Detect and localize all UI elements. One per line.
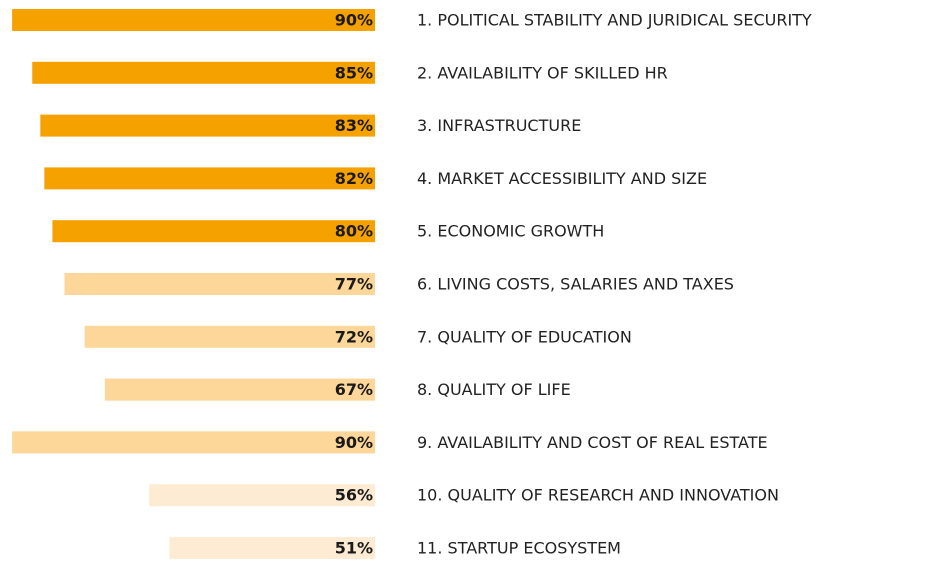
category-label: 2. AVAILABILITY OF SKILLED HR [417,63,668,82]
category-label: 4. MARKET ACCESSIBILITY AND SIZE [417,169,707,188]
category-label: 8. QUALITY OF LIFE [417,380,571,399]
bar [40,114,376,137]
value-label: 77% [335,275,373,294]
category-label: 9. AVAILABILITY AND COST OF REAL ESTATE [417,433,768,452]
bar [52,220,376,243]
bar [169,537,375,559]
bar [12,431,376,454]
value-label: 51% [335,539,373,558]
category-label: 5. ECONOMIC GROWTH [417,222,604,241]
bar [44,167,376,190]
category-label: 6. LIVING COSTS, SALARIES AND TAXES [417,275,734,294]
value-label: 67% [335,380,373,399]
bar [12,9,376,31]
bar [32,61,376,84]
value-label: 85% [335,63,373,82]
category-label: 11. STARTUP ECOSYSTEM [417,539,621,558]
value-label: 72% [335,327,373,346]
value-label: 56% [335,486,373,505]
value-label: 80% [335,222,373,241]
bar [149,484,375,507]
bar [64,273,376,295]
category-label: 7. QUALITY OF EDUCATION [417,327,632,346]
bar [84,325,375,348]
category-label: 1. POLITICAL STABILITY AND JURIDICAL SEC… [417,11,812,30]
value-label: 90% [335,433,373,452]
category-label: 10. QUALITY OF RESEARCH AND INNOVATION [417,486,779,505]
category-label: 3. INFRASTRUCTURE [417,116,581,135]
bar [104,378,375,401]
value-label: 82% [335,169,373,188]
value-label: 83% [335,116,373,135]
value-label: 90% [335,11,373,30]
